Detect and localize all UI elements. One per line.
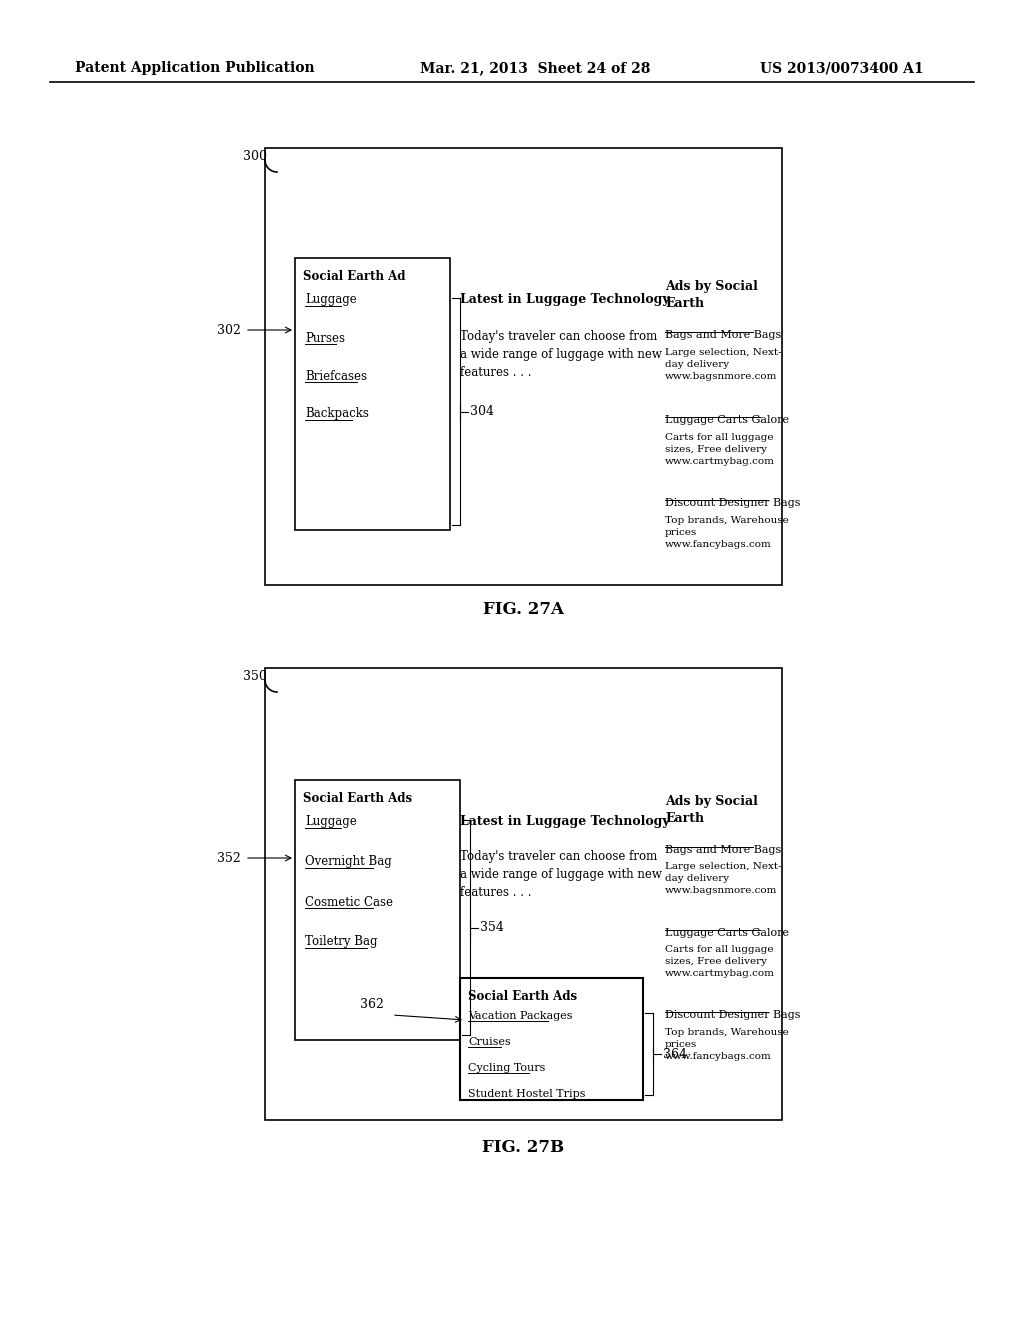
- Text: Mar. 21, 2013  Sheet 24 of 28: Mar. 21, 2013 Sheet 24 of 28: [420, 61, 650, 75]
- Text: Cosmetic Case: Cosmetic Case: [305, 895, 393, 908]
- Text: 362: 362: [360, 998, 384, 1011]
- Text: Vacation Packages: Vacation Packages: [468, 1011, 572, 1020]
- Text: Backpacks: Backpacks: [305, 408, 369, 421]
- Text: Today's traveler can choose from
a wide range of luggage with new
features . . .: Today's traveler can choose from a wide …: [460, 850, 662, 899]
- Text: Ads by Social
Earth: Ads by Social Earth: [665, 795, 758, 825]
- Text: Patent Application Publication: Patent Application Publication: [75, 61, 314, 75]
- Text: 302: 302: [217, 323, 241, 337]
- Text: Carts for all luggage
sizes, Free delivery
www.cartmybag.com: Carts for all luggage sizes, Free delive…: [665, 433, 775, 466]
- Text: Toiletry Bag: Toiletry Bag: [305, 936, 378, 949]
- Text: 354: 354: [480, 921, 504, 935]
- Text: Carts for all luggage
sizes, Free delivery
www.cartmybag.com: Carts for all luggage sizes, Free delive…: [665, 945, 775, 978]
- Text: Luggage: Luggage: [305, 816, 356, 829]
- Text: Social Earth Ads: Social Earth Ads: [468, 990, 578, 1002]
- FancyBboxPatch shape: [265, 148, 782, 585]
- Text: FIG. 27B: FIG. 27B: [482, 1139, 564, 1156]
- Text: Briefcases: Briefcases: [305, 370, 367, 383]
- Text: Top brands, Warehouse
prices
www.fancybags.com: Top brands, Warehouse prices www.fancyba…: [665, 1028, 788, 1060]
- Text: Latest in Luggage Technology: Latest in Luggage Technology: [460, 816, 670, 829]
- Text: Luggage: Luggage: [305, 293, 356, 306]
- FancyBboxPatch shape: [265, 668, 782, 1119]
- Text: Purses: Purses: [305, 331, 345, 345]
- Text: Student Hostel Trips: Student Hostel Trips: [468, 1089, 586, 1100]
- Text: Overnight Bag: Overnight Bag: [305, 855, 392, 869]
- Text: Ads by Social
Earth: Ads by Social Earth: [665, 280, 758, 310]
- Text: Latest in Luggage Technology: Latest in Luggage Technology: [460, 293, 670, 306]
- Text: Discount Designer Bags: Discount Designer Bags: [665, 1010, 801, 1020]
- Text: 350: 350: [243, 669, 267, 682]
- Text: 364: 364: [663, 1048, 687, 1060]
- Text: Luggage Carts Galore: Luggage Carts Galore: [665, 414, 790, 425]
- Text: Social Earth Ad: Social Earth Ad: [303, 269, 406, 282]
- Text: Cruises: Cruises: [468, 1038, 511, 1047]
- Text: Discount Designer Bags: Discount Designer Bags: [665, 498, 801, 508]
- Text: Social Earth Ads: Social Earth Ads: [303, 792, 412, 804]
- Text: Cycling Tours: Cycling Tours: [468, 1063, 546, 1073]
- Text: Bags and More Bags: Bags and More Bags: [665, 845, 781, 855]
- Text: Bags and More Bags: Bags and More Bags: [665, 330, 781, 341]
- FancyBboxPatch shape: [295, 780, 460, 1040]
- Text: Top brands, Warehouse
prices
www.fancybags.com: Top brands, Warehouse prices www.fancyba…: [665, 516, 788, 549]
- Text: Today's traveler can choose from
a wide range of luggage with new
features . . .: Today's traveler can choose from a wide …: [460, 330, 662, 379]
- Text: Large selection, Next-
day delivery
www.bagsnmore.com: Large selection, Next- day delivery www.…: [665, 348, 781, 380]
- Text: 304: 304: [470, 405, 494, 418]
- Text: 352: 352: [217, 851, 241, 865]
- Text: 300: 300: [243, 149, 267, 162]
- Text: US 2013/0073400 A1: US 2013/0073400 A1: [760, 61, 924, 75]
- FancyBboxPatch shape: [295, 257, 450, 531]
- Text: Luggage Carts Galore: Luggage Carts Galore: [665, 928, 790, 939]
- Text: FIG. 27A: FIG. 27A: [483, 602, 564, 619]
- FancyBboxPatch shape: [460, 978, 643, 1100]
- Text: Large selection, Next-
day delivery
www.bagsnmore.com: Large selection, Next- day delivery www.…: [665, 862, 781, 895]
